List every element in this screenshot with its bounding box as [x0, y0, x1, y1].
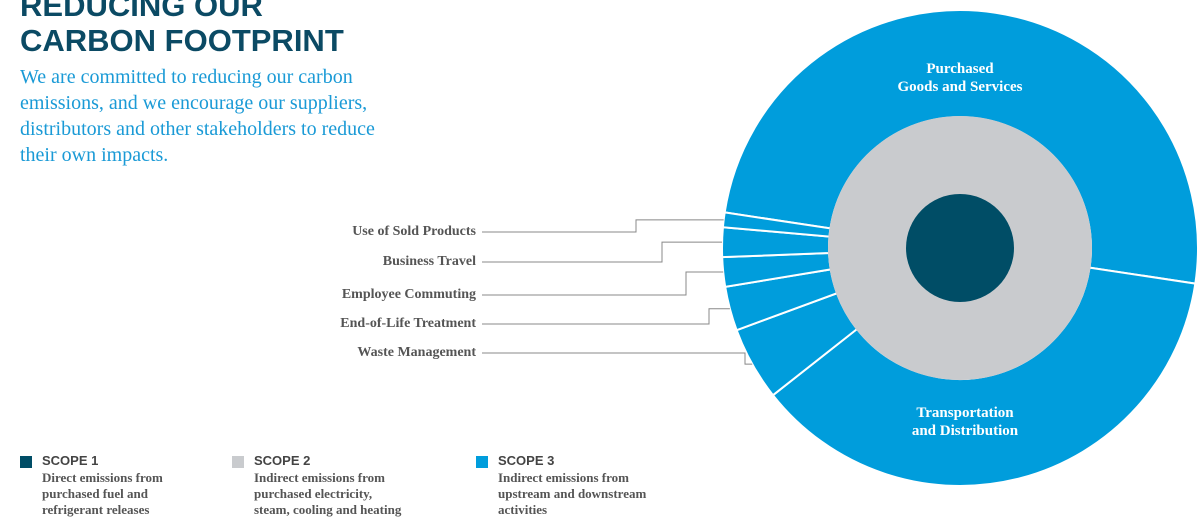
legend-swatch: [476, 456, 488, 468]
legend-description: Direct emissions from purchased fuel and…: [42, 470, 163, 517]
legend-name: SCOPE 3: [498, 453, 555, 468]
segment-label: Employee Commuting: [342, 287, 476, 302]
legend-swatch: [20, 456, 32, 468]
legend-swatch: [232, 456, 244, 468]
legend-name: SCOPE 1: [42, 453, 99, 468]
segment-label: Waste Management: [357, 345, 476, 360]
segment-label: Business Travel: [383, 254, 476, 269]
segment-label: Use of Sold Products: [352, 224, 476, 239]
segment-label: End-of-Life Treatment: [340, 316, 476, 331]
scope-1-disc: [906, 194, 1014, 302]
leader-line: [482, 241, 723, 263]
segment-label: Transportation and Distribution: [911, 405, 1019, 439]
legend-description: Indirect emissions from upstream and dow…: [498, 470, 647, 517]
legend-name: SCOPE 2: [254, 453, 311, 468]
title: REDUCING OUR CARBON FOOTPRINT: [20, 0, 344, 58]
legend-description: Indirect emissions from purchased electr…: [254, 470, 402, 517]
segment-label: Purchased Goods and Services: [897, 61, 1023, 95]
leader-line: [482, 219, 724, 233]
intro: We are committed to reducing our carbon …: [20, 66, 375, 166]
leader-line: [482, 271, 724, 296]
leader-line: [482, 352, 753, 365]
leader-line: [482, 308, 730, 325]
